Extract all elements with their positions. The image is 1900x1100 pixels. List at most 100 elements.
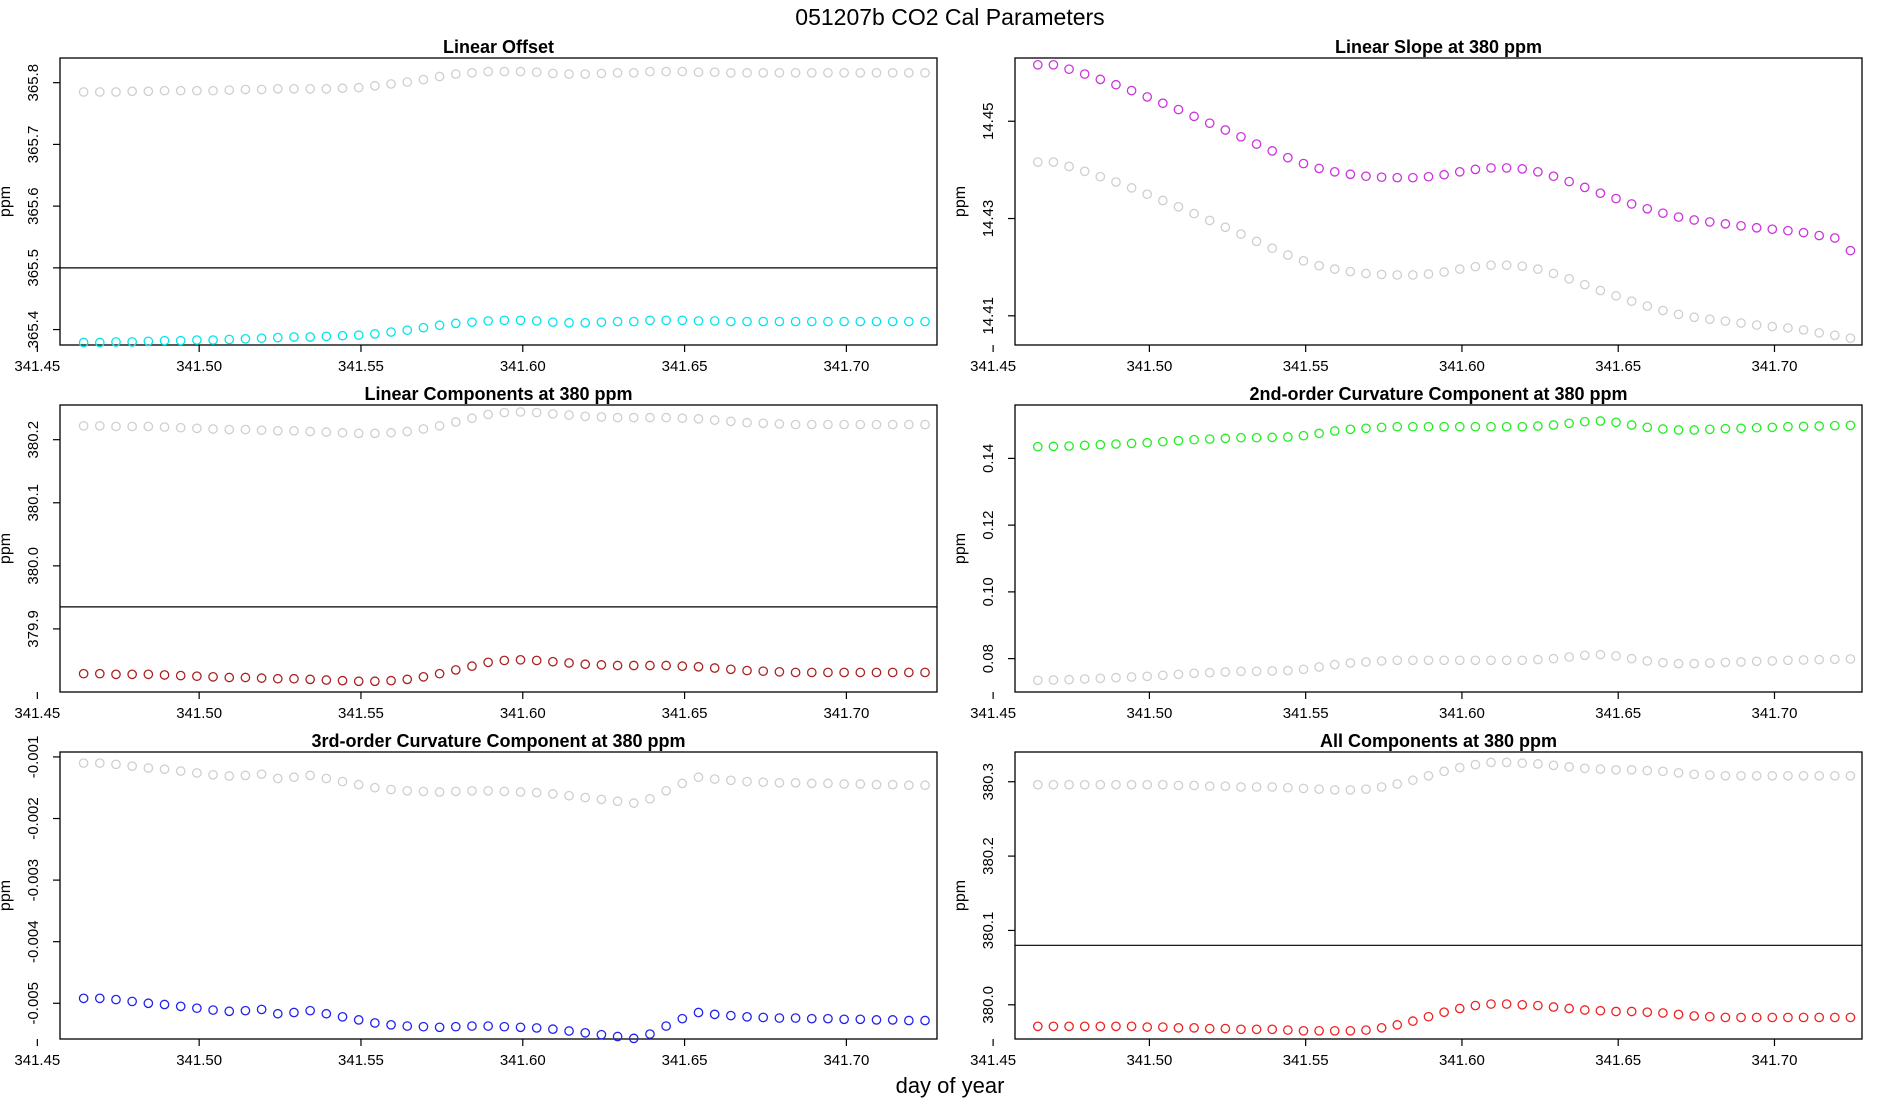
data-point (175, 335, 186, 346)
series-linear-slope (1032, 59, 1856, 256)
data-point (1626, 296, 1637, 307)
series-reference (78, 66, 930, 97)
data-point (612, 1031, 623, 1042)
data-point (127, 421, 138, 432)
data-point (564, 410, 574, 420)
x-tick-label: 341.50 (1126, 358, 1172, 375)
x-tick-label: 341.65 (1595, 1052, 1641, 1069)
x-tick-label: 341.50 (1126, 705, 1172, 722)
data-point (726, 1010, 736, 1021)
data-point (1704, 658, 1715, 668)
data-point (434, 320, 445, 331)
data-point (515, 66, 526, 77)
data-point (1486, 655, 1496, 666)
data-point (645, 793, 655, 804)
data-point (1595, 1005, 1606, 1016)
data-point (402, 674, 413, 685)
x-tick-label: 341.70 (823, 705, 869, 722)
data-point (1204, 118, 1215, 129)
x-tick-label: 341.55 (338, 1052, 384, 1069)
y-tick-label: 380.2 (25, 421, 42, 459)
data-point (1579, 650, 1590, 661)
data-point (1611, 1006, 1621, 1017)
data-point (1032, 675, 1043, 686)
y-axis-label: ppm (952, 880, 969, 911)
data-point (758, 666, 769, 677)
x-tick-label: 341.65 (662, 705, 708, 722)
data-point (111, 421, 121, 432)
data-point (450, 69, 461, 79)
data-point (661, 660, 671, 671)
data-point (531, 655, 542, 666)
data-point (499, 407, 510, 418)
data-point (127, 669, 138, 680)
data-point (224, 334, 235, 345)
data-point (920, 316, 930, 327)
y-axis-label: ppm (0, 533, 14, 564)
data-point (709, 1009, 720, 1020)
data-point (143, 763, 154, 773)
data-point (1704, 770, 1715, 780)
data-point (1408, 1016, 1418, 1027)
data-point (224, 85, 235, 95)
data-point (1345, 266, 1356, 277)
data-point (94, 337, 105, 348)
data-point (1658, 657, 1668, 668)
data-point (467, 785, 477, 796)
data-point (1439, 655, 1449, 666)
data-point (1189, 434, 1199, 445)
data-point (806, 316, 817, 327)
data-point (434, 1022, 445, 1033)
panel-second-order: 2nd-order Curvature Component at 380 ppm… (952, 384, 1863, 722)
data-point (1658, 1008, 1668, 1018)
data-point (1767, 1012, 1778, 1023)
data-point (143, 421, 154, 432)
data-point (1845, 245, 1856, 256)
panel-third-order: 3rd-order Curvature Component at 380 ppm… (0, 731, 938, 1069)
data-point (1767, 224, 1778, 235)
data-point (1783, 323, 1793, 333)
data-point (887, 779, 898, 790)
data-point (1533, 421, 1543, 431)
data-point (272, 426, 283, 436)
data-point (289, 84, 299, 94)
data-point (693, 316, 704, 326)
data-point (240, 424, 251, 435)
data-point (1032, 157, 1043, 167)
y-tick-label: 380.1 (980, 912, 997, 950)
data-point (1236, 782, 1246, 792)
data-point (1329, 426, 1340, 436)
data-point (1767, 321, 1778, 332)
y-tick-label: 365.6 (25, 187, 42, 225)
data-point (1736, 770, 1746, 781)
plot-frame (59, 57, 938, 346)
data-point (1845, 420, 1856, 431)
data-point (1032, 779, 1043, 790)
data-point (1048, 779, 1059, 790)
data-point (548, 408, 558, 419)
data-point (78, 668, 89, 679)
data-point (1595, 764, 1606, 774)
data-point (1501, 163, 1512, 173)
data-point (677, 661, 688, 671)
data-point (693, 772, 704, 783)
data-point (1751, 1012, 1762, 1023)
data-point (1720, 657, 1731, 668)
data-point (370, 80, 380, 91)
data-point (823, 316, 833, 327)
data-point (1642, 765, 1653, 776)
data-point (596, 660, 607, 670)
data-point (596, 1029, 607, 1040)
x-tick-label: 341.60 (1439, 705, 1485, 722)
data-point (742, 1011, 752, 1022)
data-point (564, 317, 574, 328)
data-point (1798, 325, 1809, 335)
data-point (483, 785, 493, 796)
data-point (1783, 421, 1793, 432)
data-point (1736, 318, 1746, 328)
data-point (887, 1015, 898, 1025)
x-tick-label: 341.45 (14, 358, 60, 375)
data-point (1329, 264, 1340, 274)
data-point (1220, 125, 1231, 135)
data-point (548, 317, 558, 328)
